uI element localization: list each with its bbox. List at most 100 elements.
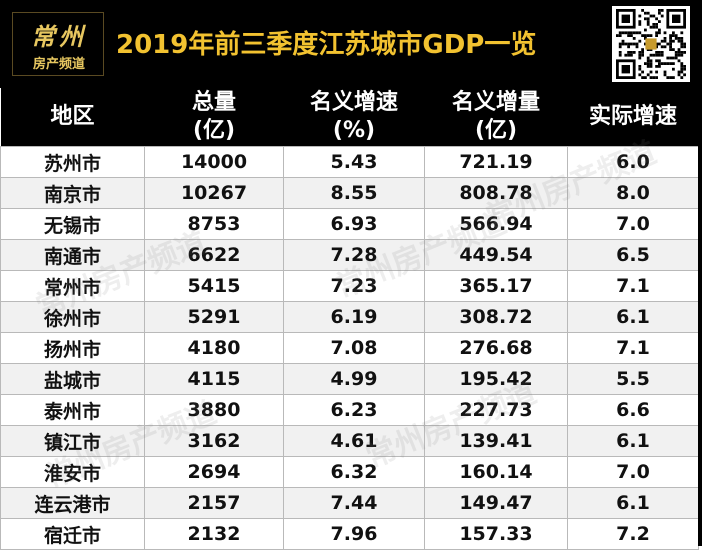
table-row: 苏州市 14000 5.43 721.19 6.0: [0, 146, 699, 178]
brand-logo: 常州 房产频道: [12, 12, 104, 76]
cell-real-rate: 7.1: [567, 270, 699, 302]
logo-brand-text: 常州: [31, 22, 87, 51]
header-nominal-increment-label: 名义增量: [451, 90, 540, 115]
cell-real-rate: 7.2: [567, 518, 699, 550]
table-header-row: 地区 总量 (亿) 名义增速 (%) 名义增量 (亿) 实际增速: [0, 88, 699, 147]
cell-nominal-increment: 195.42: [424, 363, 568, 395]
cell-nominal-rate: 6.93: [283, 208, 425, 240]
cell-nominal-rate: 6.19: [283, 301, 425, 333]
header-nominal-rate-unit: (%): [332, 118, 376, 143]
qr-code-icon: [612, 6, 690, 82]
table-row: 连云港市 2157 7.44 149.47 6.1: [0, 487, 699, 519]
page-title: 2019年前三季度江苏城市GDP一览: [116, 30, 537, 60]
cell-city: 徐州市: [0, 301, 145, 333]
cell-city: 泰州市: [0, 394, 145, 426]
cell-total: 5291: [144, 301, 284, 333]
table-row: 泰州市 3880 6.23 227.73 6.6: [0, 394, 699, 426]
cell-total: 6622: [144, 239, 284, 271]
cell-real-rate: 7.0: [567, 456, 699, 488]
cell-city: 扬州市: [0, 332, 145, 364]
table-row: 徐州市 5291 6.19 308.72 6.1: [0, 301, 699, 333]
table-row: 南京市 10267 8.55 808.78 8.0: [0, 177, 699, 209]
cell-nominal-rate: 5.43: [283, 146, 425, 178]
cell-real-rate: 8.0: [567, 177, 699, 209]
cell-nominal-increment: 149.47: [424, 487, 568, 519]
cell-city: 苏州市: [0, 146, 145, 178]
cell-nominal-increment: 566.94: [424, 208, 568, 240]
cell-nominal-increment: 160.14: [424, 456, 568, 488]
cell-nominal-rate: 4.61: [283, 425, 425, 457]
cell-total: 2132: [144, 518, 284, 550]
logo-sub-text: 房产频道: [32, 57, 85, 72]
cell-nominal-increment: 227.73: [424, 394, 568, 426]
cell-real-rate: 6.1: [567, 487, 699, 519]
cell-total: 5415: [144, 270, 284, 302]
cell-total: 14000: [144, 146, 284, 178]
cell-total: 2157: [144, 487, 284, 519]
cell-nominal-rate: 7.96: [283, 518, 425, 550]
header-banner: 常州 房产频道 2019年前三季度江苏城市GDP一览: [0, 0, 702, 88]
cell-total: 3880: [144, 394, 284, 426]
cell-nominal-rate: 7.08: [283, 332, 425, 364]
cell-nominal-increment: 276.68: [424, 332, 568, 364]
header-total-unit: (亿): [192, 118, 236, 143]
table-row: 宿迁市 2132 7.96 157.33 7.2: [0, 518, 699, 550]
header-region: 地区: [0, 88, 145, 147]
cell-city: 无锡市: [0, 208, 145, 240]
header-real-rate: 实际增速: [567, 88, 699, 147]
cell-city: 南京市: [0, 177, 145, 209]
header-total: 总量 (亿): [144, 88, 284, 147]
cell-nominal-rate: 8.55: [283, 177, 425, 209]
cell-nominal-increment: 139.41: [424, 425, 568, 457]
cell-city: 常州市: [0, 270, 145, 302]
cell-nominal-rate: 6.32: [283, 456, 425, 488]
cell-total: 4115: [144, 363, 284, 395]
right-border: [698, 0, 702, 546]
cell-real-rate: 6.6: [567, 394, 699, 426]
cell-city: 宿迁市: [0, 518, 145, 550]
cell-total: 4180: [144, 332, 284, 364]
table-row: 无锡市 8753 6.93 566.94 7.0: [0, 208, 699, 240]
table-row: 扬州市 4180 7.08 276.68 7.1: [0, 332, 699, 364]
cell-nominal-rate: 4.99: [283, 363, 425, 395]
gdp-table: 地区 总量 (亿) 名义增速 (%) 名义增量 (亿) 实际增速 苏州市 14000 5.…: [0, 88, 699, 550]
cell-real-rate: 7.1: [567, 332, 699, 364]
cell-nominal-increment: 365.17: [424, 270, 568, 302]
cell-total: 10267: [144, 177, 284, 209]
header-nominal-increment-unit: (亿): [474, 118, 518, 143]
cell-nominal-rate: 7.28: [283, 239, 425, 271]
header-real-rate-label: 实际增速: [588, 104, 677, 129]
cell-city: 淮安市: [0, 456, 145, 488]
cell-real-rate: 6.5: [567, 239, 699, 271]
cell-nominal-increment: 808.78: [424, 177, 568, 209]
cell-real-rate: 6.0: [567, 146, 699, 178]
cell-real-rate: 6.1: [567, 425, 699, 457]
header-region-label: 地区: [50, 104, 95, 129]
cell-nominal-increment: 308.72: [424, 301, 568, 333]
cell-total: 2694: [144, 456, 284, 488]
qr-code-graphic: [616, 9, 686, 79]
header-total-label: 总量: [191, 90, 236, 115]
table-row: 镇江市 3162 4.61 139.41 6.1: [0, 425, 699, 457]
table-row: 常州市 5415 7.23 365.17 7.1: [0, 270, 699, 302]
header-nominal-increment: 名义增量 (亿): [424, 88, 568, 147]
cell-nominal-rate: 6.23: [283, 394, 425, 426]
cell-total: 8753: [144, 208, 284, 240]
cell-city: 盐城市: [0, 363, 145, 395]
table-row: 盐城市 4115 4.99 195.42 5.5: [0, 363, 699, 395]
cell-nominal-rate: 7.44: [283, 487, 425, 519]
cell-real-rate: 6.1: [567, 301, 699, 333]
cell-nominal-increment: 449.54: [424, 239, 568, 271]
table-row: 淮安市 2694 6.32 160.14 7.0: [0, 456, 699, 488]
header-nominal-rate: 名义增速 (%): [283, 88, 425, 147]
cell-city: 镇江市: [0, 425, 145, 457]
cell-city: 连云港市: [0, 487, 145, 519]
cell-nominal-rate: 7.23: [283, 270, 425, 302]
header-nominal-rate-label: 名义增速: [309, 90, 398, 115]
cell-nominal-increment: 721.19: [424, 146, 568, 178]
cell-real-rate: 7.0: [567, 208, 699, 240]
cell-total: 3162: [144, 425, 284, 457]
cell-real-rate: 5.5: [567, 363, 699, 395]
cell-nominal-increment: 157.33: [424, 518, 568, 550]
cell-city: 南通市: [0, 239, 145, 271]
